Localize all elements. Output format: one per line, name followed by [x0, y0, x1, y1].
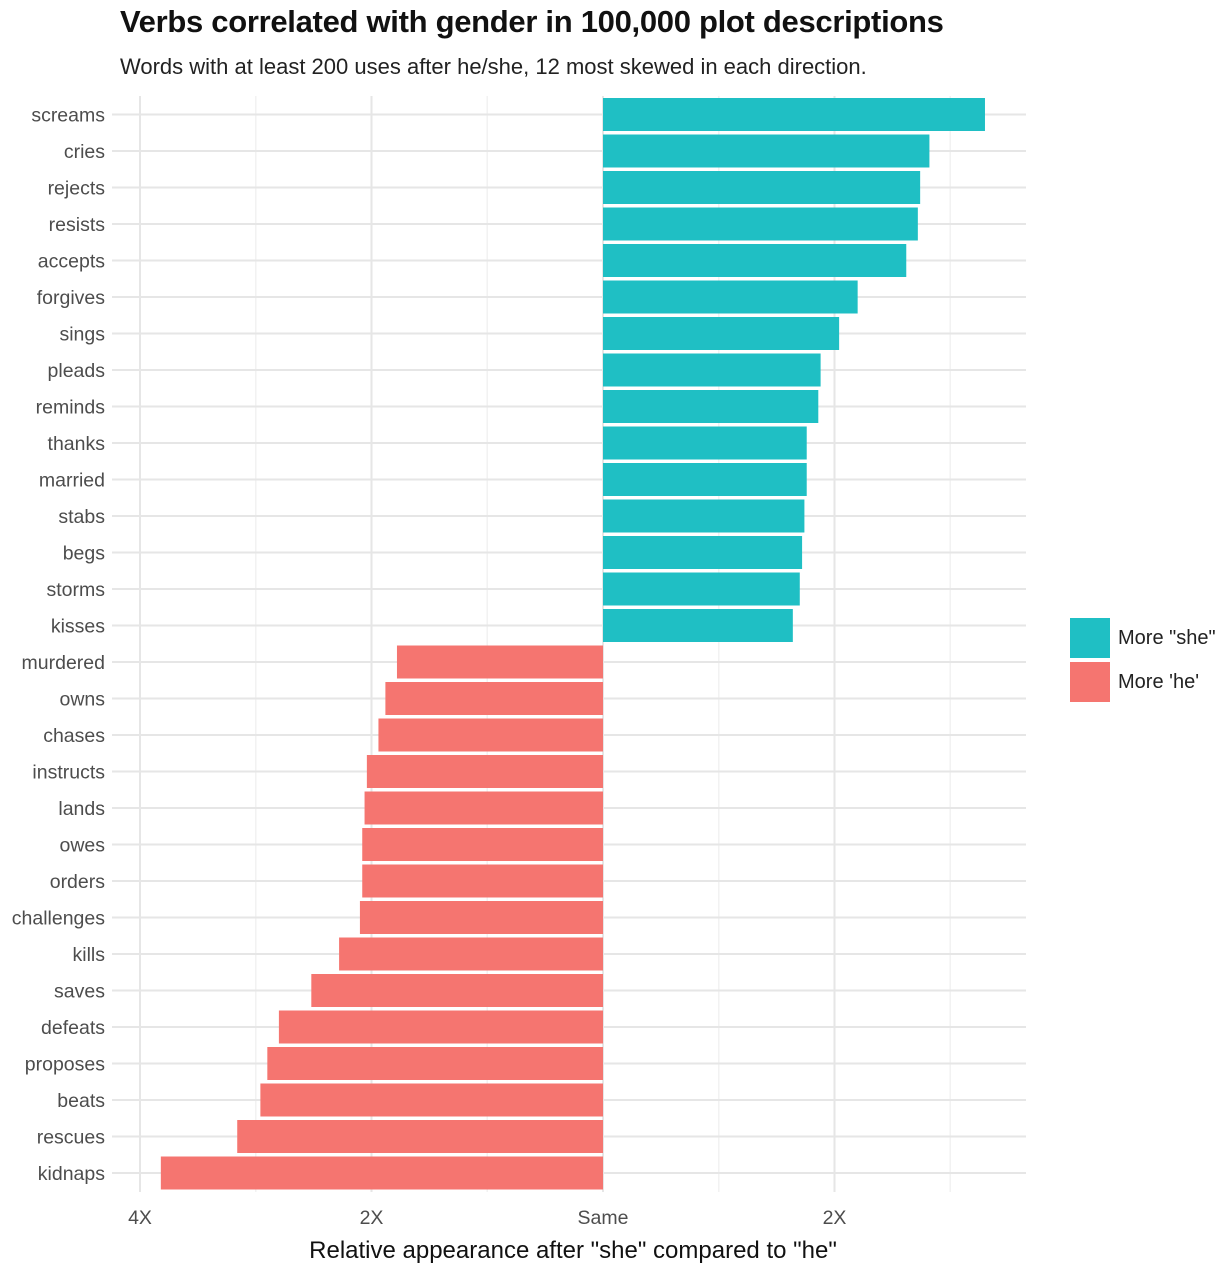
bar-saves [311, 974, 603, 1007]
bar-defeats [278, 1010, 603, 1044]
y-tick-label-beats: beats [57, 1090, 105, 1112]
y-tick-label-begs: begs [63, 543, 106, 565]
y-tick-label-owns: owns [59, 689, 105, 711]
x-tick-label-0: 4X [128, 1207, 152, 1229]
y-tick-label-married: married [39, 470, 105, 492]
y-tick-label-pleads: pleads [48, 360, 106, 382]
bar-owns [385, 682, 603, 715]
y-tick-label-accepts: accepts [38, 251, 105, 273]
x-tick-label-1: 2X [360, 1207, 384, 1229]
bar-rescues [237, 1120, 604, 1153]
y-tick-label-orders: orders [50, 871, 106, 893]
bar-kisses [603, 609, 793, 642]
bar-thanks [603, 426, 807, 460]
y-tick-label-chases: chases [43, 725, 105, 747]
legend: More "she" More 'he' [1070, 616, 1216, 704]
x-tick-labels: 4X 2X Same 2X [128, 1207, 846, 1229]
bar-orders [362, 864, 603, 898]
bar-instructs [366, 755, 603, 788]
y-tick-label-forgives: forgives [37, 287, 106, 309]
legend-item-she: More "she" [1070, 616, 1216, 660]
y-tick-label-defeats: defeats [41, 1017, 105, 1039]
y-tick-label-sings: sings [59, 324, 105, 346]
bar-lands [364, 791, 603, 825]
bar-beats [260, 1083, 603, 1117]
y-tick-label-kills: kills [73, 944, 106, 966]
bar-rejects [603, 171, 921, 204]
y-tick-label-murdered: murdered [22, 652, 105, 674]
y-tick-label-kisses: kisses [51, 616, 105, 638]
bar-chases [378, 718, 603, 752]
bar-storms [603, 572, 800, 606]
chart-subtitle: Words with at least 200 uses after he/sh… [120, 54, 867, 79]
legend-label-she: More "she" [1118, 626, 1216, 649]
legend-item-he: More 'he' [1070, 660, 1216, 704]
y-tick-label-rescues: rescues [37, 1127, 106, 1149]
bar-challenges [359, 901, 603, 934]
bar-stabs [603, 499, 805, 533]
y-tick-label-reminds: reminds [36, 397, 106, 419]
bar-murdered [396, 645, 603, 679]
y-tick-label-lands: lands [58, 798, 105, 820]
y-tick-labels: screams cries rejects resists accepts forgive… [12, 105, 105, 1186]
bar-begs [603, 536, 803, 569]
bar-sings [603, 317, 840, 350]
chart-title: Verbs correlated with gender in 100,000 … [120, 4, 944, 39]
x-tick-label-3: 2X [823, 1207, 847, 1229]
legend-swatch-she [1070, 618, 1110, 658]
x-tick-label-2: Same [578, 1207, 629, 1229]
y-tick-label-storms: storms [47, 579, 106, 601]
bar-married [603, 463, 807, 496]
y-tick-label-stabs: stabs [58, 506, 105, 528]
bar-proposes [267, 1047, 603, 1080]
bar-resists [603, 207, 918, 241]
y-tick-label-owes: owes [59, 835, 105, 857]
y-tick-label-rejects: rejects [48, 178, 106, 200]
legend-label-he: More 'he' [1118, 670, 1200, 693]
bar-kills [339, 937, 603, 971]
y-tick-label-saves: saves [54, 981, 105, 1003]
y-tick-label-proposes: proposes [25, 1054, 105, 1076]
bar-kidnaps [160, 1156, 603, 1190]
y-tick-label-kidnaps: kidnaps [38, 1163, 105, 1185]
y-tick-label-challenges: challenges [12, 908, 105, 930]
bar-reminds [603, 390, 819, 423]
bar-cries [603, 134, 930, 168]
x-axis-title: Relative appearance after "she" compared… [309, 1237, 837, 1264]
y-tick-label-screams: screams [31, 105, 105, 127]
gridlines [112, 96, 1026, 1192]
y-tick-label-instructs: instructs [32, 762, 105, 784]
bar-forgives [603, 280, 858, 314]
bar-accepts [603, 244, 907, 277]
bars [160, 98, 985, 1190]
bar-screams [603, 98, 985, 131]
bar-pleads [603, 353, 821, 387]
legend-swatch-he [1070, 662, 1110, 702]
y-tick-label-thanks: thanks [48, 433, 106, 455]
y-tick-label-resists: resists [49, 214, 106, 236]
bar-owes [362, 828, 603, 861]
y-tick-label-cries: cries [64, 141, 105, 163]
